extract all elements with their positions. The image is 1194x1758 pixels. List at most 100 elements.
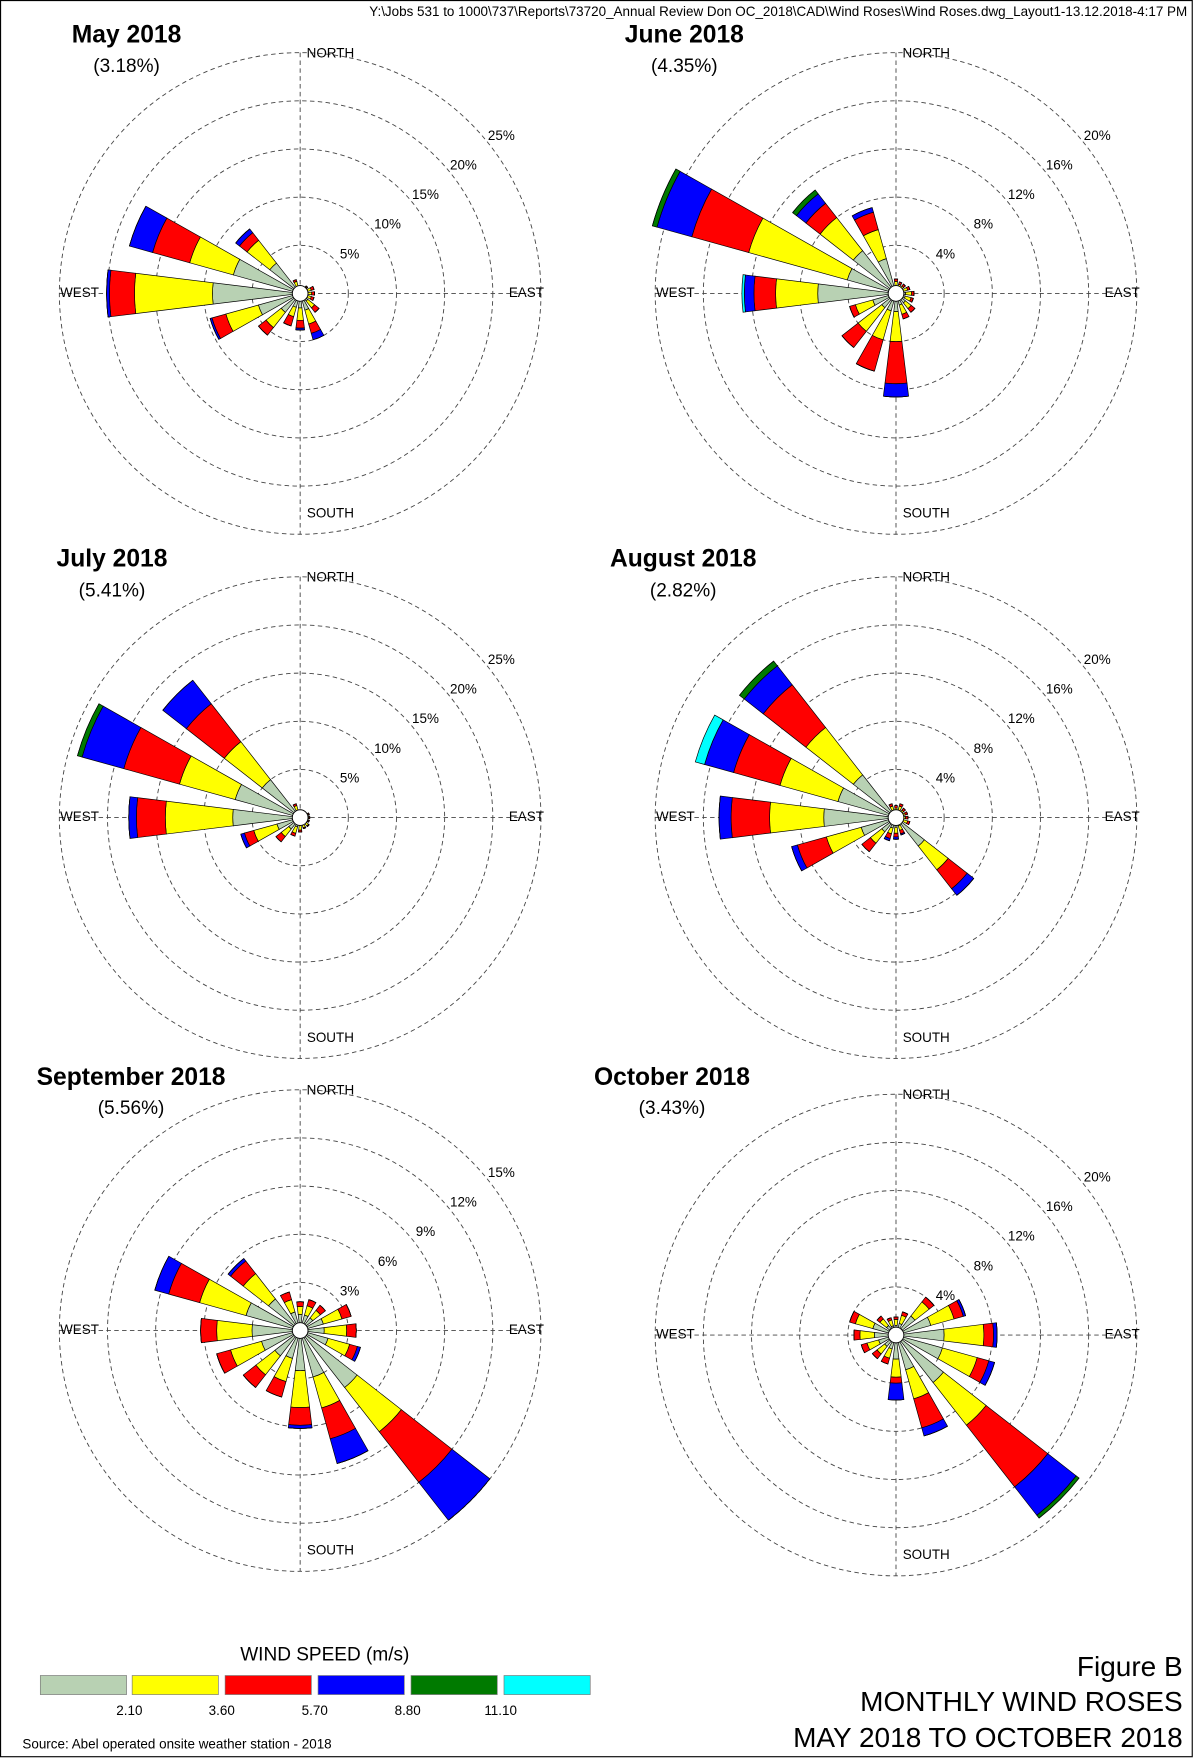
ring-label: 8% xyxy=(974,1258,993,1273)
ring-grid xyxy=(58,52,542,535)
chart-title: October 2018 xyxy=(594,1064,750,1091)
wind-segment xyxy=(893,1319,899,1326)
wind-segment xyxy=(283,313,295,327)
ring-label: 8% xyxy=(974,217,993,232)
chart-title: July 2018 xyxy=(57,546,168,573)
wind-segment xyxy=(200,1318,218,1344)
chart-title: May 2018 xyxy=(72,21,182,48)
wind-segment xyxy=(258,325,268,336)
wind-segment xyxy=(910,308,916,313)
wind-segment xyxy=(345,1323,357,1338)
wind-segment xyxy=(906,811,908,815)
ring-label: 20% xyxy=(1084,128,1111,143)
wind-segment xyxy=(275,836,282,843)
ring-label: 6% xyxy=(378,1254,397,1269)
ring-label: 20% xyxy=(1084,652,1111,667)
wind-segment xyxy=(296,1306,304,1315)
ring-label: 4% xyxy=(936,1288,955,1303)
ring-label: 25% xyxy=(488,652,515,667)
wind-segment xyxy=(884,340,908,385)
wind-segment xyxy=(841,335,854,348)
wind-segment xyxy=(336,1450,369,1464)
calm-percentage: (3.18%) xyxy=(93,56,160,77)
wind-segment xyxy=(889,1376,903,1384)
legend-swatch xyxy=(317,1675,405,1695)
calm-circle xyxy=(887,1326,905,1344)
wind-segment xyxy=(741,274,746,313)
wind-segment xyxy=(899,803,904,806)
ring-label: 15% xyxy=(488,1165,515,1180)
wind-segment xyxy=(911,298,914,303)
ring-grid xyxy=(751,672,1041,963)
ring-grid xyxy=(107,1137,494,1524)
ring-label: 15% xyxy=(412,187,439,202)
figure-title: MONTHLY WIND ROSES xyxy=(860,1686,1183,1717)
ring-label: 5% xyxy=(340,771,359,786)
wind-segment xyxy=(694,714,724,765)
wind-segment xyxy=(860,1344,865,1353)
wind-segment xyxy=(307,824,310,827)
ring-label: 12% xyxy=(1008,1229,1035,1244)
legend-swatch xyxy=(410,1675,498,1695)
wind-segment xyxy=(883,838,890,842)
compass-label: EAST xyxy=(509,809,544,824)
ring-label: 12% xyxy=(1008,711,1035,726)
wind-segment xyxy=(128,796,139,839)
wind-segment xyxy=(893,826,899,834)
wind-segment xyxy=(296,1301,305,1308)
ring-label: 9% xyxy=(416,1224,435,1239)
compass-label: WEST xyxy=(60,1322,99,1337)
figure-period: MAY 2018 TO OCTOBER 2018 xyxy=(793,1722,1183,1753)
legend-tick-label: 5.70 xyxy=(302,1703,328,1718)
chart-title: September 2018 xyxy=(37,1064,226,1091)
legend-swatch xyxy=(39,1675,127,1695)
wind-segment xyxy=(290,1370,310,1408)
wind-segment xyxy=(288,1406,313,1426)
ring-label: 12% xyxy=(450,1195,477,1210)
wind-segment xyxy=(164,800,234,835)
compass-label: WEST xyxy=(656,1327,695,1342)
wind-segment xyxy=(448,1478,491,1521)
chart-title: August 2018 xyxy=(610,546,756,573)
wind-segment xyxy=(308,1299,317,1303)
compass-label: NORTH xyxy=(307,569,355,584)
ring-grid xyxy=(654,52,1138,535)
wind-segment xyxy=(908,821,911,825)
ring-label: 20% xyxy=(450,157,477,172)
legend-swatch xyxy=(503,1675,591,1695)
calm-circle xyxy=(291,809,309,826)
wind-segment xyxy=(106,269,109,318)
wind-segment xyxy=(280,1291,290,1296)
ring-grid xyxy=(654,576,1138,1059)
calm-circle xyxy=(887,285,905,302)
wind-segment xyxy=(883,382,909,398)
wind-segment xyxy=(311,291,315,296)
chart-title: June 2018 xyxy=(625,21,744,48)
wind-segment xyxy=(982,1322,994,1348)
compass-label: WEST xyxy=(60,809,99,824)
source-note: Source: Abel operated onsite weather sta… xyxy=(22,1737,331,1752)
ring-grid xyxy=(702,100,1090,487)
ring-grid xyxy=(751,1190,1041,1480)
wind-segment xyxy=(200,1318,202,1343)
ring-label: 16% xyxy=(1046,682,1073,697)
wind-segment xyxy=(305,285,309,288)
legend-swatch xyxy=(224,1675,312,1695)
wind-segment xyxy=(769,801,825,834)
wind-segment xyxy=(889,310,903,342)
wind-segment xyxy=(853,1329,861,1341)
wind-segment xyxy=(996,1322,998,1348)
ring-label: 10% xyxy=(374,741,401,756)
legend-tick-label: 2.10 xyxy=(116,1703,142,1718)
wind-segment xyxy=(893,832,899,838)
wind-segment xyxy=(743,274,756,313)
wind-segment xyxy=(225,304,263,332)
wind-segment xyxy=(240,833,247,849)
calm-percentage: (2.82%) xyxy=(650,580,717,601)
wind-segment xyxy=(1038,1477,1080,1519)
wind-segment xyxy=(775,278,819,309)
wind-segment xyxy=(109,269,137,318)
ring-label: 12% xyxy=(1008,187,1035,202)
wind-segment xyxy=(298,824,303,831)
